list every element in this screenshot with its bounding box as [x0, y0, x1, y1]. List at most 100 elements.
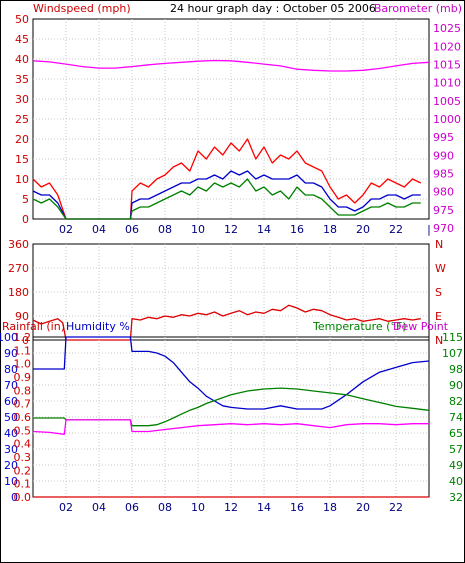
humidity-tick-label: 70	[4, 379, 18, 392]
hour-tick-label: 14	[257, 223, 271, 236]
windspeed-tick-label: 20	[15, 133, 29, 146]
hour-tick-label: 16	[290, 223, 304, 236]
rainfall-tick-label: 0.1	[14, 478, 32, 491]
windspeed-tick-label: 0	[22, 213, 29, 226]
humidity-line	[33, 336, 430, 410]
dew-point-axis-label: Dew Point	[393, 320, 449, 333]
humidity-tick-label: 40	[4, 427, 18, 440]
humidity-tick-label: 60	[4, 395, 18, 408]
humidity-tick-label: 100	[0, 331, 18, 344]
temperature-tick-label: 74	[449, 411, 463, 424]
rainfall-tick-label: 0.4	[14, 438, 32, 451]
hour-tick-label: 22	[389, 501, 403, 514]
hour-tick-label: 08	[158, 501, 172, 514]
humidity-temperature-panel: Rainfall (in) Humidity % Temperature (°F…	[0, 320, 463, 514]
humidity-tick-label: 90	[4, 347, 18, 360]
hour-tick-label: 06	[125, 501, 139, 514]
direction-degree-tick-label: 180	[8, 286, 29, 299]
windspeed-tick-label: 25	[15, 113, 29, 126]
hour-tick-label: 10	[191, 223, 205, 236]
temperature-tick-label: 107	[442, 347, 463, 360]
graph-title: 24 hour graph day : October 05 2006	[170, 2, 376, 15]
wind-series-group	[32, 59, 430, 220]
windspeed-ticks: 0 5 10 15 20 25 30 35 40 45 50	[15, 13, 29, 226]
compass-tick-label: N	[435, 238, 443, 251]
windspeed-tick-label: 35	[15, 73, 29, 86]
windspeed-tick-label: 45	[15, 33, 29, 46]
barometer-tick-label: 990	[433, 149, 454, 162]
dew-point-line	[32, 419, 429, 435]
hour-tick-label: 10	[191, 501, 205, 514]
barometer-tick-label: 1025	[433, 22, 461, 35]
direction-degree-tick-label: 0	[22, 334, 29, 347]
hour-tick-label: 04	[92, 223, 106, 236]
temperature-tick-label: 82	[449, 395, 463, 408]
hour-tick-label: 02	[59, 501, 73, 514]
humidity-tick-label: 0	[11, 491, 18, 504]
barometer-tick-label: 970	[433, 222, 454, 235]
rainfall-tick-label: 0.9	[14, 371, 32, 384]
windspeed-tick-label: 30	[15, 93, 29, 106]
hour-tick-label: |	[427, 223, 431, 236]
rainfall-tick-label: 0.0	[14, 491, 32, 504]
temperature-tick-label: 49	[449, 459, 463, 472]
hour-tick-label: 06	[125, 223, 139, 236]
humidity-tick-label: 80	[4, 363, 18, 376]
barometer-ticks: 970 975 980 985 990 995 1000 1005 1010 1015 1020 10…	[433, 22, 461, 235]
temperature-tick-label: 32	[449, 491, 463, 504]
rainfall-tick-label: 0.8	[14, 384, 32, 397]
humidity-axis-label: Humidity %	[66, 320, 130, 333]
direction-degree-ticks: 0 90 180 270 360	[8, 238, 29, 347]
direction-degree-tick-label: 270	[8, 262, 29, 275]
windspeed-tick-label: 15	[15, 153, 29, 166]
barometer-tick-label: 980	[433, 186, 454, 199]
direction-series-group	[32, 304, 421, 341]
rainfall-tick-label: 0.5	[14, 424, 32, 437]
temperature-ticks: 32 40 49 57 65 74 82 90 98 107 115	[442, 331, 463, 504]
barometer-tick-label: 1005	[433, 95, 461, 108]
wind-hour-ticks: 02 04 06 08 10 12 14 16 18 20 22 |	[59, 223, 431, 236]
hour-tick-label: 02	[59, 223, 73, 236]
humidity-tick-label: 50	[4, 411, 18, 424]
wind-grid	[33, 19, 429, 219]
compass-tick-label: E	[435, 310, 442, 323]
rainfall-tick-label: 0.2	[14, 464, 32, 477]
rainfall-tick-label: 1.0	[14, 358, 32, 371]
rainfall-ticks: 0.00.10.20.30.40.50.60.70.80.91.01.11.2	[14, 331, 32, 504]
humidity-grid	[33, 337, 429, 497]
rainfall-axis-label: Rainfall (in)	[2, 320, 65, 333]
barometer-tick-label: 1020	[433, 40, 461, 53]
temperature-tick-label: 98	[449, 363, 463, 376]
compass-tick-label: W	[435, 262, 446, 275]
hour-tick-label: 18	[323, 501, 337, 514]
rainfall-tick-label: 1.1	[14, 344, 32, 357]
hour-tick-label: 16	[290, 501, 304, 514]
wind-direction-line	[32, 304, 421, 341]
windspeed-line	[32, 178, 421, 220]
rainfall-tick-label: 1.2	[14, 331, 32, 344]
barometer-tick-label: 995	[433, 131, 454, 144]
hour-tick-label: 14	[257, 501, 271, 514]
direction-grid	[33, 244, 429, 340]
hour-tick-label: 08	[158, 223, 172, 236]
rainfall-tick-label: 0.7	[14, 398, 32, 411]
humidity-series-group	[32, 336, 430, 498]
barometer-tick-label: 1015	[433, 58, 461, 71]
barometer-tick-label: 1000	[433, 113, 461, 126]
hour-tick-label: 12	[224, 223, 238, 236]
hour-tick-label: 18	[323, 223, 337, 236]
wind-barometer-panel: Windspeed (mph) 24 hour graph day : Octo…	[15, 2, 462, 236]
temperature-tick-label: 40	[449, 475, 463, 488]
temperature-tick-label: 57	[449, 443, 463, 456]
hour-tick-label: 20	[356, 501, 370, 514]
humidity-tick-label: 20	[4, 459, 18, 472]
humidity-hour-ticks: 02 04 06 08 10 12 14 16 18 20 22	[59, 501, 403, 514]
hour-tick-label: 12	[224, 501, 238, 514]
barometer-tick-label: 985	[433, 168, 454, 181]
windspeed-axis-label: Windspeed (mph)	[33, 2, 131, 15]
barometer-line	[32, 59, 430, 72]
barometer-tick-label: 1010	[433, 77, 461, 90]
hour-tick-label: 04	[92, 501, 106, 514]
